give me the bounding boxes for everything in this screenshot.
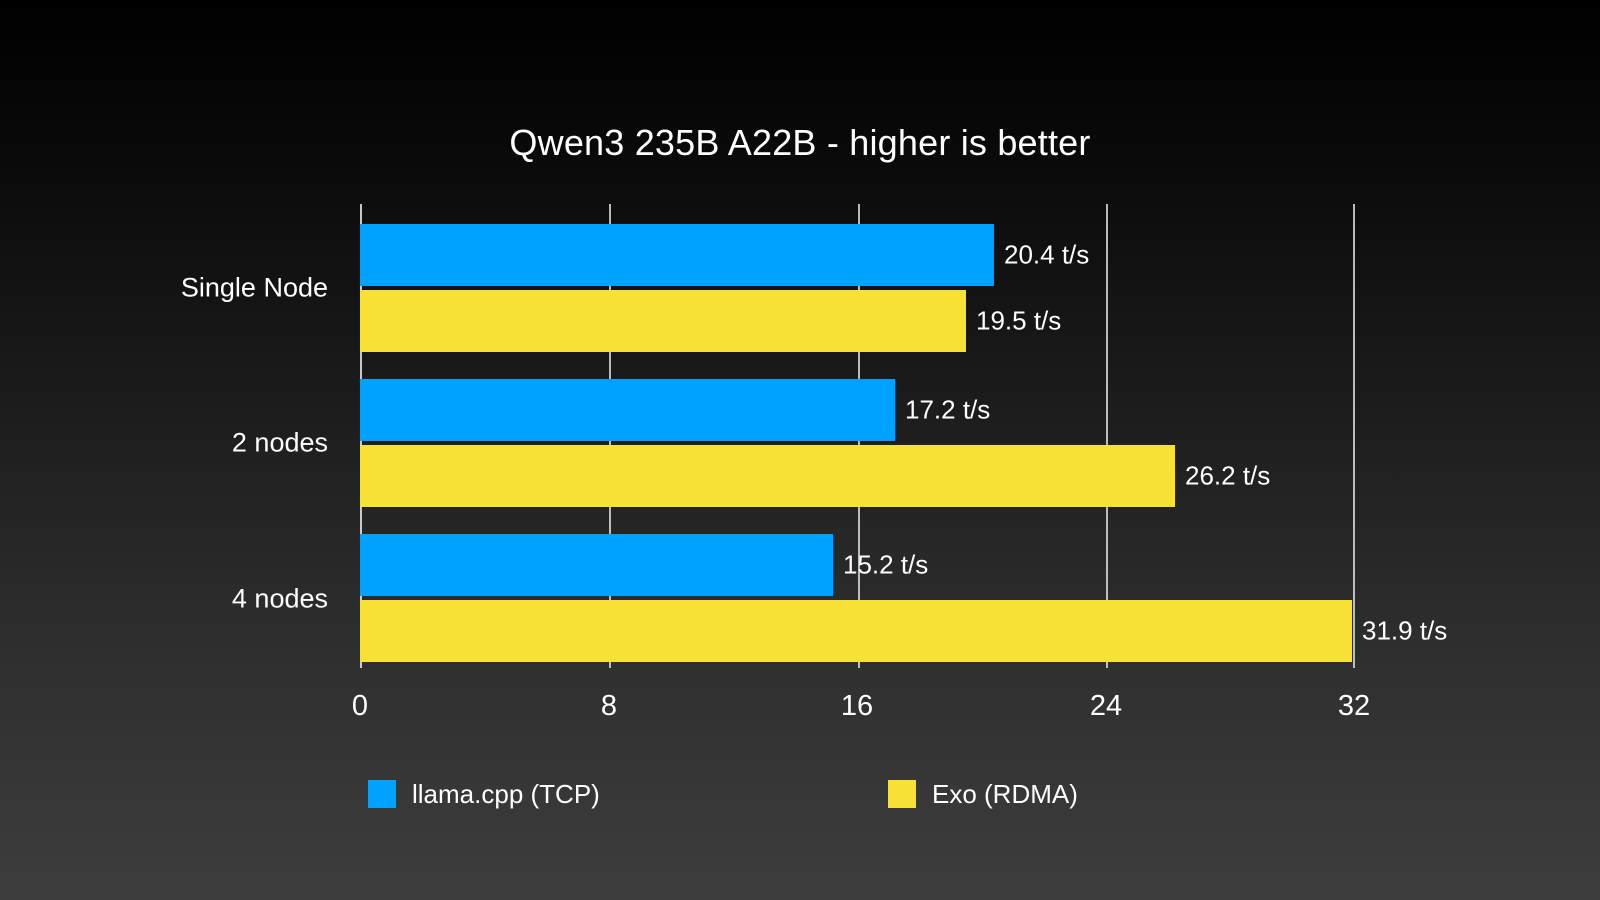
gridline-24 bbox=[1106, 204, 1109, 668]
bar-value-2-nodes-exo: 26.2 t/s bbox=[1185, 460, 1271, 491]
bar-4-nodes-exo[interactable] bbox=[360, 600, 1352, 662]
bar-2-nodes-llama[interactable] bbox=[360, 379, 895, 441]
bar-value-single-node-exo: 19.5 t/s bbox=[976, 305, 1062, 336]
bar-value-2-nodes-llama: 17.2 t/s bbox=[905, 394, 991, 425]
bar-single-node-exo[interactable] bbox=[360, 290, 967, 352]
category-label-2: 4 nodes bbox=[231, 583, 328, 614]
category-label-1: 2 nodes bbox=[231, 427, 328, 458]
xtick-label-0: 0 bbox=[351, 690, 369, 722]
chart-title: Qwen3 235B A22B - higher is better bbox=[509, 122, 1091, 163]
legend-label-llama-cpp: llama.cpp (TCP) bbox=[412, 779, 600, 809]
legend-item-exo[interactable]: Exo (RDMA) bbox=[888, 780, 1078, 808]
legend-item-llama-cpp[interactable]: llama.cpp (TCP) bbox=[368, 780, 600, 808]
legend-swatch-yellow-icon bbox=[888, 780, 916, 808]
legend-swatch-blue-icon bbox=[368, 780, 396, 808]
chart-legend: llama.cpp (TCP) Exo (RDMA) bbox=[0, 780, 1600, 820]
xtick-label-3: 24 bbox=[1089, 690, 1123, 722]
xtick-label-2: 16 bbox=[840, 690, 874, 722]
bar-2-nodes-exo[interactable] bbox=[360, 445, 1175, 507]
legend-label-exo: Exo (RDMA) bbox=[932, 779, 1078, 809]
bar-value-single-node-llama: 20.4 t/s bbox=[1004, 239, 1090, 270]
bar-value-4-nodes-llama: 15.2 t/s bbox=[843, 549, 929, 580]
bar-single-node-llama[interactable] bbox=[360, 224, 995, 286]
plot-area: 20.4 t/s 19.5 t/s 17.2 t/s 26.2 t/s 15.2… bbox=[360, 204, 1447, 668]
bar-4-nodes-llama[interactable] bbox=[360, 534, 833, 596]
xtick-label-1: 8 bbox=[600, 690, 618, 722]
category-label-0: Single Node bbox=[180, 272, 328, 303]
gridline-32 bbox=[1353, 204, 1355, 668]
bar-value-4-nodes-exo: 31.9 t/s bbox=[1362, 615, 1448, 646]
xtick-label-4: 32 bbox=[1337, 690, 1371, 722]
